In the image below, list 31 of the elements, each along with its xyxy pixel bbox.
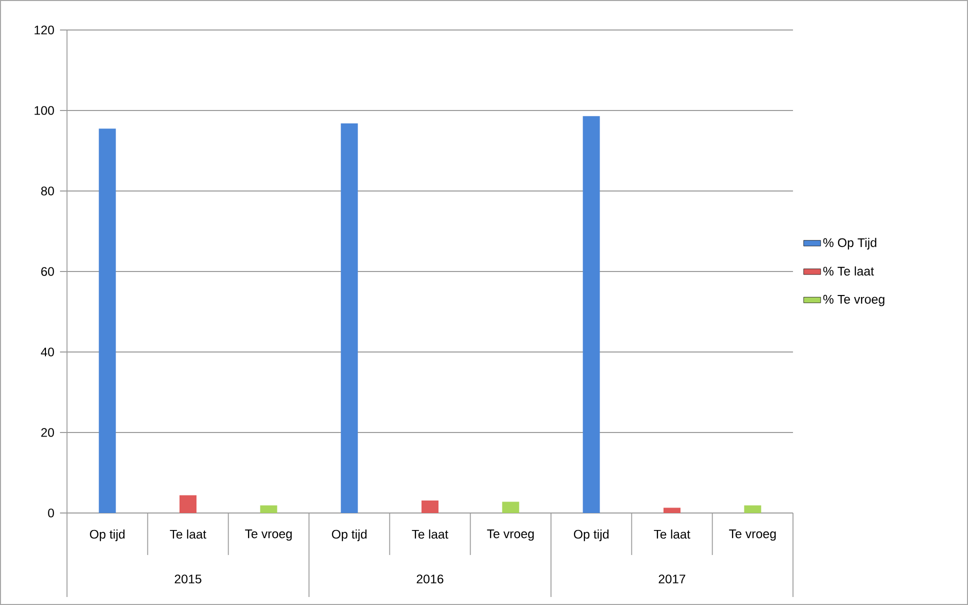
bar xyxy=(260,505,278,513)
y-tick-label: 40 xyxy=(40,348,54,356)
text: 2017 xyxy=(658,574,686,584)
x-tick-label: Te laat xyxy=(170,530,206,539)
y-tick-label: 120 xyxy=(34,26,54,34)
x-tick-label: Op tijd xyxy=(574,530,609,542)
bar xyxy=(663,508,680,513)
x-tick-label: Te laat xyxy=(412,530,448,539)
bar xyxy=(744,505,762,513)
legend-label: % Te laat xyxy=(823,266,874,276)
bar xyxy=(582,116,600,513)
bar xyxy=(180,495,196,513)
y-tick-label: 60 xyxy=(41,267,54,276)
text: 2015 xyxy=(174,574,202,584)
legend-label: % Te vroeg xyxy=(823,294,884,306)
y-tick-label: 20 xyxy=(41,428,54,437)
y-tick-label: 100 xyxy=(34,106,54,115)
x-tick-label: Op tijd xyxy=(332,530,367,542)
x-tick-label: Te vroeg xyxy=(487,530,534,541)
legend-label: % Op Tijd xyxy=(823,238,876,250)
y-tick-label: 80 xyxy=(41,186,54,196)
x-tick-label: Op tijd xyxy=(90,530,125,542)
bar xyxy=(340,123,358,513)
y-tick-label: 0 xyxy=(48,508,54,518)
bar xyxy=(422,500,438,513)
x-tick-label: Te laat xyxy=(654,530,690,539)
x-tick-label: Te vroeg xyxy=(729,530,776,541)
bar xyxy=(502,502,520,513)
bar xyxy=(98,128,116,513)
x-tick-label: Te vroeg xyxy=(245,530,292,541)
text: 2016 xyxy=(416,574,444,584)
